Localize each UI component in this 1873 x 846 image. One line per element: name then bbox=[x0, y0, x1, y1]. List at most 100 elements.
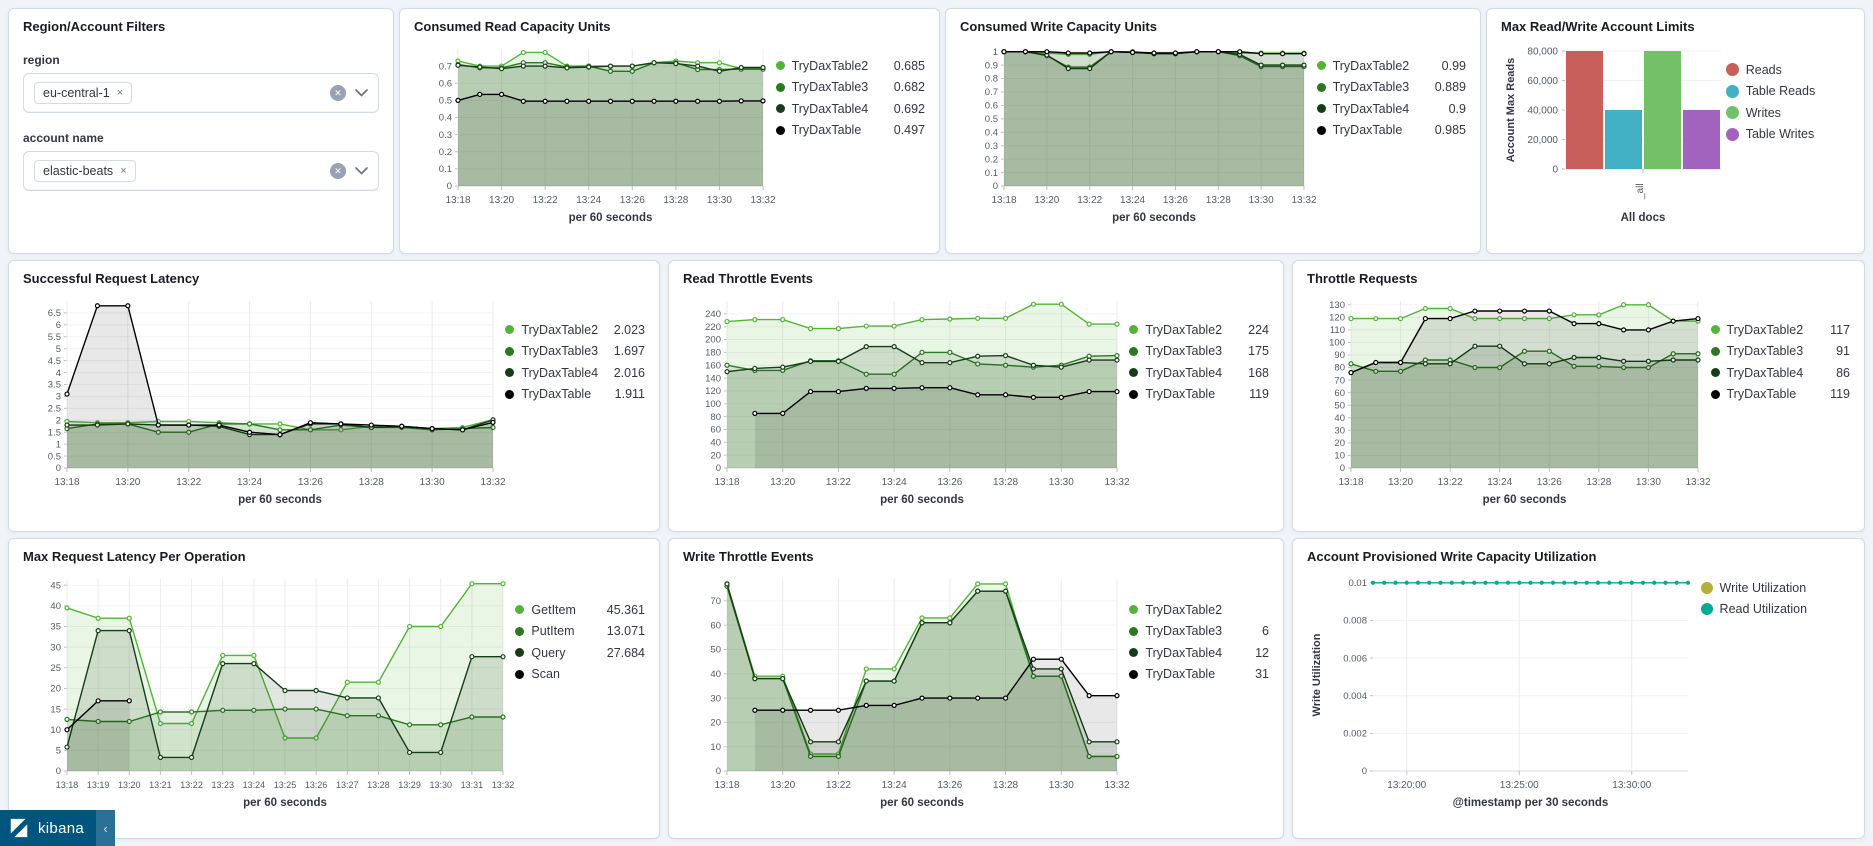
panel-title: Throttle Requests bbox=[1307, 271, 1418, 286]
legend-item[interactable]: TryDaxTable4 2.016 bbox=[505, 362, 645, 384]
legend-item[interactable]: TryDaxTable 1.911 bbox=[505, 384, 645, 406]
svg-text:13:20: 13:20 bbox=[1388, 477, 1413, 488]
kibana-logo-container[interactable]: kibana bbox=[0, 810, 97, 846]
legend-series-value: 6 bbox=[1262, 624, 1269, 639]
legend-item[interactable]: TryDaxTable3 1.697 bbox=[505, 341, 645, 363]
consumed-write-chart[interactable]: 1 0.9 0.8 0.7 0.6 0.5 0.4 0.3 0.2 0.1 0 13:18 13:20 1… bbox=[960, 35, 1317, 230]
legend-series-value: 119 bbox=[1830, 387, 1850, 402]
svg-text:13:26: 13:26 bbox=[1537, 477, 1562, 488]
legend-item[interactable]: TryDaxTable 31 bbox=[1129, 664, 1269, 686]
legend-item[interactable]: TryDaxTable2 0.685 bbox=[775, 55, 925, 77]
legend-item[interactable]: TryDaxTable3 6 bbox=[1129, 621, 1269, 643]
legend-series-label: TryDaxTable4 bbox=[1726, 365, 1804, 380]
account-filter-pill[interactable]: elastic-beats × bbox=[34, 160, 136, 182]
legend-item[interactable]: TryDaxTable2 117 bbox=[1710, 319, 1850, 341]
write-throttle-chart[interactable]: 70 60 50 40 30 20 10 0 13:18 13:20 13:22 13:24 13:26… bbox=[683, 565, 1129, 815]
svg-text:13:22: 13:22 bbox=[1077, 195, 1102, 206]
legend-series-dot bbox=[1129, 325, 1139, 335]
collapse-sidebar-icon[interactable]: ‹ bbox=[96, 810, 116, 846]
remove-pill-icon[interactable]: × bbox=[120, 165, 127, 177]
legend-series-value: 0.9 bbox=[1448, 101, 1466, 116]
legend-series-dot bbox=[1316, 61, 1326, 71]
legend-item[interactable]: Reads bbox=[1725, 59, 1850, 81]
legend-series-dot bbox=[1129, 389, 1139, 399]
legend-series-value: 224 bbox=[1248, 322, 1269, 337]
legend-item[interactable]: Writes bbox=[1725, 102, 1850, 124]
legend-item[interactable]: TryDaxTable2 bbox=[1129, 599, 1269, 621]
legend-item[interactable]: TryDaxTable3 175 bbox=[1129, 341, 1269, 363]
pill-label: elastic-beats bbox=[43, 164, 114, 178]
panel-max-latency-op: Max Request Latency Per Operation 45 40 35 3… bbox=[8, 538, 660, 839]
legend-item[interactable]: TryDaxTable2 2.023 bbox=[505, 319, 645, 341]
success-latency-chart[interactable]: 6.565.554.543.532.521.510.50 13:18 13:20 13… bbox=[23, 287, 505, 512]
legend-series-label: PutItem bbox=[531, 624, 575, 639]
svg-text:160: 160 bbox=[705, 360, 721, 371]
legend-item[interactable]: TryDaxTable4 12 bbox=[1129, 642, 1269, 664]
legend-item[interactable]: TryDaxTable 0.985 bbox=[1316, 120, 1466, 142]
legend-item[interactable]: TryDaxTable2 224 bbox=[1129, 319, 1269, 341]
svg-text:13:18: 13:18 bbox=[1338, 477, 1363, 488]
legend-item[interactable]: TryDaxTable4 86 bbox=[1710, 362, 1850, 384]
region-filter-combobox[interactable]: eu-central-1 × ✕ bbox=[23, 73, 379, 113]
max-limits-chart[interactable]: 80,000 60,000 40,000 20,000 0 _all All docs Acc… bbox=[1501, 35, 1726, 233]
chart-legend: TryDaxTable2 0.99 TryDaxTable3 0.889 TryDaxT… bbox=[1316, 55, 1466, 142]
legend-item[interactable]: Read Utilization bbox=[1700, 599, 1850, 621]
legend-item[interactable]: TryDaxTable2 0.99 bbox=[1316, 55, 1466, 77]
legend-item[interactable]: TryDaxTable 119 bbox=[1710, 384, 1850, 406]
remove-pill-icon[interactable]: × bbox=[116, 87, 124, 99]
svg-text:13:32: 13:32 bbox=[1291, 195, 1316, 206]
chevron-down-icon[interactable] bbox=[355, 167, 368, 175]
chevron-down-icon[interactable] bbox=[355, 89, 368, 97]
legend-item[interactable]: PutItem 13.071 bbox=[515, 621, 645, 643]
panel-max-limits: Max Read/Write Account Limits 80,000 60,00… bbox=[1486, 8, 1865, 254]
account-filter-combobox[interactable]: elastic-beats × ✕ bbox=[23, 151, 379, 191]
legend-series-label: TryDaxTable bbox=[791, 123, 862, 138]
clear-selection-icon[interactable]: ✕ bbox=[330, 85, 346, 101]
legend-item[interactable]: TryDaxTable4 168 bbox=[1129, 362, 1269, 384]
legend-series-dot bbox=[1129, 605, 1139, 615]
legend-item[interactable]: Table Reads bbox=[1725, 81, 1850, 103]
legend-item[interactable]: TryDaxTable 0.497 bbox=[775, 120, 925, 142]
svg-text:40: 40 bbox=[710, 669, 721, 680]
legend-item[interactable]: GetItem 45.361 bbox=[515, 599, 645, 621]
legend-item[interactable]: TryDaxTable3 0.682 bbox=[775, 77, 925, 99]
svg-text:13:31: 13:31 bbox=[461, 780, 484, 790]
max-latency-op-chart[interactable]: 45 40 35 30 25 20 15 10 5 0 13:18 13:19 13:20 13:21 13… bbox=[23, 565, 515, 815]
svg-text:13:32: 13:32 bbox=[1685, 477, 1710, 488]
panel-title: Region/Account Filters bbox=[23, 19, 166, 34]
clear-selection-icon[interactable]: ✕ bbox=[330, 163, 346, 179]
legend-series-value: 119 bbox=[1249, 387, 1269, 402]
svg-text:0.006: 0.006 bbox=[1343, 653, 1367, 664]
write-util-chart[interactable]: 0.01 0.008 0.006 0.004 0.002 0 13:20:00 13:25:0… bbox=[1307, 565, 1701, 815]
panel-region-account-filters: Region/Account Filters region eu-central… bbox=[8, 8, 394, 254]
svg-text:5: 5 bbox=[56, 344, 61, 355]
legend-series-dot bbox=[515, 626, 525, 636]
svg-text:0: 0 bbox=[716, 463, 721, 474]
svg-text:6: 6 bbox=[56, 320, 61, 331]
legend-item[interactable]: TryDaxTable3 91 bbox=[1710, 341, 1850, 363]
svg-text:13:28: 13:28 bbox=[359, 477, 384, 488]
legend-series-dot bbox=[1725, 127, 1739, 141]
legend-item[interactable]: TryDaxTable4 0.692 bbox=[775, 98, 925, 120]
svg-text:60: 60 bbox=[710, 425, 721, 436]
legend-item[interactable]: TryDaxTable 119 bbox=[1129, 384, 1269, 406]
legend-series-label: Query bbox=[531, 645, 566, 660]
legend-series-dot bbox=[1316, 125, 1326, 135]
svg-text:4.5: 4.5 bbox=[48, 356, 61, 367]
pill-label: eu-central-1 bbox=[43, 86, 110, 100]
svg-text:0.4: 0.4 bbox=[439, 113, 452, 124]
panel-title: Consumed Read Capacity Units bbox=[414, 19, 611, 34]
legend-item[interactable]: TryDaxTable4 0.9 bbox=[1316, 98, 1466, 120]
legend-item[interactable]: TryDaxTable3 0.889 bbox=[1316, 77, 1466, 99]
chart-legend: TryDaxTable2 117 TryDaxTable3 91 TryDaxTable… bbox=[1710, 319, 1850, 406]
legend-item[interactable]: Table Writes bbox=[1725, 124, 1850, 146]
svg-text:13:20: 13:20 bbox=[118, 780, 141, 790]
legend-item[interactable]: Write Utilization bbox=[1700, 577, 1850, 599]
consumed-read-chart[interactable]: 0.7 0.6 0.5 0.4 0.3 0.2 0.1 0 13:18 13:20 13:22 13:… bbox=[414, 35, 776, 230]
region-filter-pill[interactable]: eu-central-1 × bbox=[34, 82, 133, 104]
legend-item[interactable]: Scan bbox=[515, 664, 645, 686]
panel-title: Account Provisioned Write Capacity Utili… bbox=[1307, 549, 1597, 564]
legend-item[interactable]: Query 27.684 bbox=[515, 642, 645, 664]
